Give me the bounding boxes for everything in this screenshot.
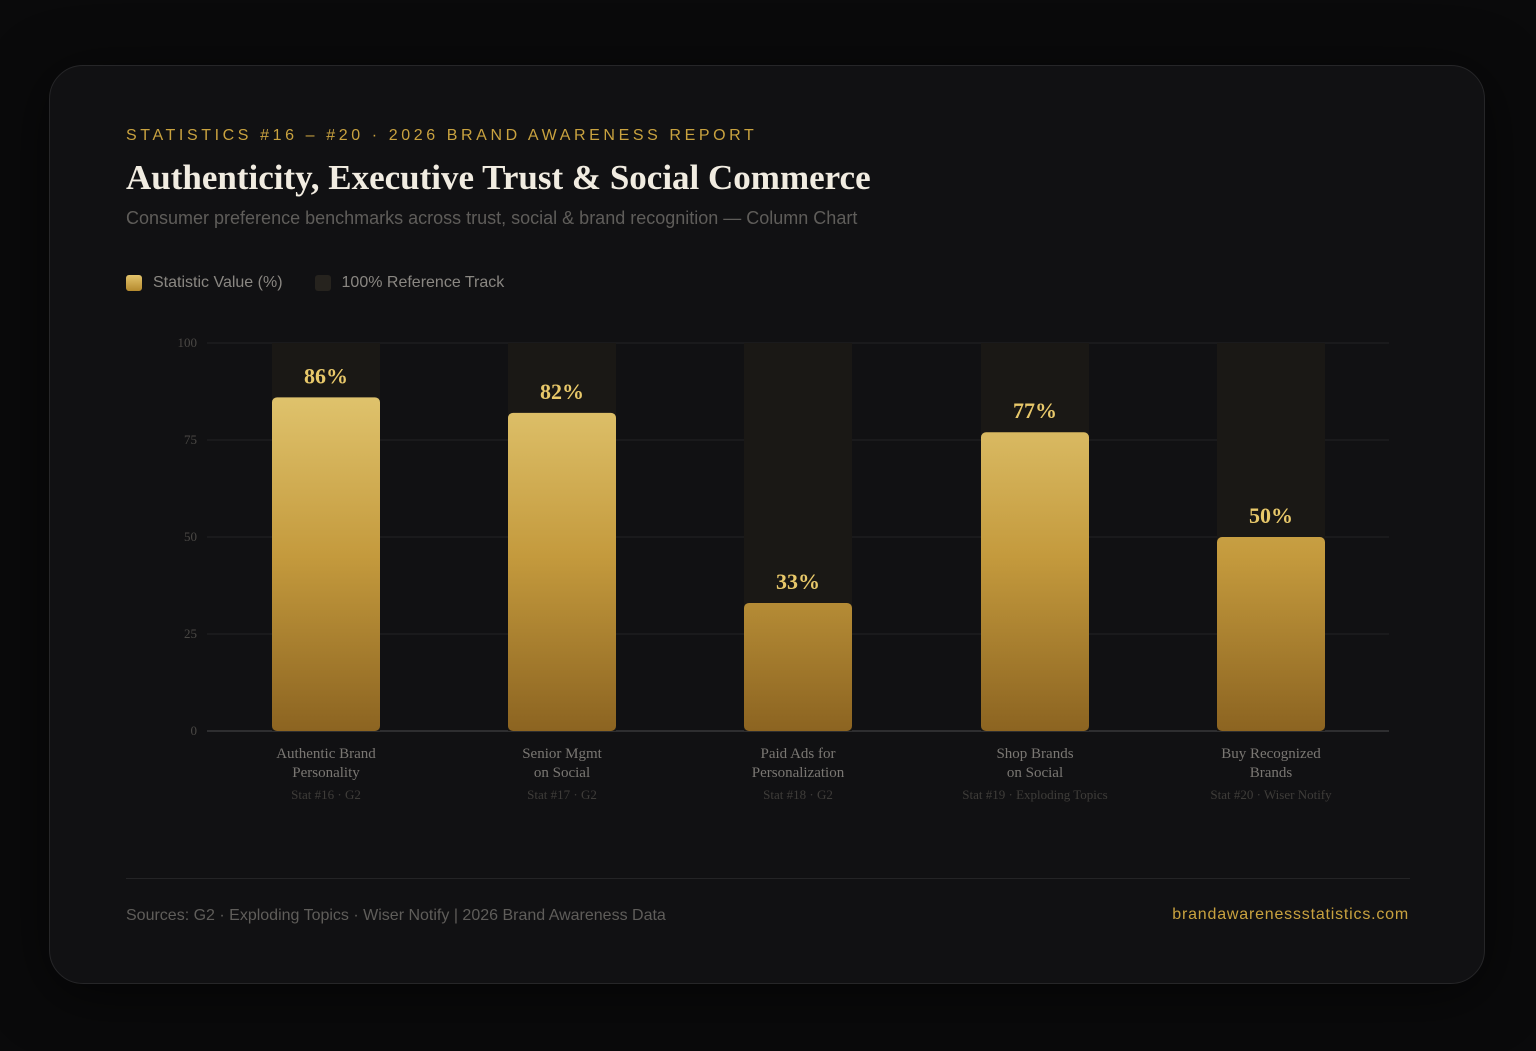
- value-label-4: 77%: [1013, 398, 1057, 423]
- category-label-1-line-2: Personality: [292, 765, 360, 781]
- report-eyebrow: STATISTICS #16 – #20 · 2026 BRAND AWAREN…: [126, 127, 758, 144]
- legend-swatch-track: [314, 275, 331, 291]
- legend-swatch-value: [126, 275, 142, 291]
- bar-4: [981, 432, 1089, 731]
- category-label-3-line-1: Paid Ads for: [761, 746, 836, 762]
- legend-label-value: Statistic Value (%): [153, 274, 283, 291]
- category-label-3-line-2: Personalization: [752, 765, 845, 781]
- category-label-2-line-1: Senior Mgmt: [522, 746, 602, 762]
- category-label-5-line-1: Buy Recognized: [1221, 746, 1321, 762]
- y-tick-label-50: 50: [184, 529, 197, 544]
- value-label-3: 33%: [776, 569, 820, 594]
- value-label-1: 86%: [304, 363, 348, 388]
- category-label-4-line-2: on Social: [1007, 765, 1063, 781]
- chart-subtitle: Consumer preference benchmarks across tr…: [126, 208, 858, 228]
- bar-3: [744, 602, 852, 731]
- y-tick-label-25: 25: [184, 626, 197, 641]
- bar-1: [272, 397, 380, 731]
- footer-site-link[interactable]: brandawarenessstatistics.com: [1172, 906, 1409, 923]
- chart-title: Authenticity, Executive Trust & Social C…: [126, 158, 871, 197]
- source-label-1: Stat #16 · G2: [291, 787, 361, 802]
- source-label-3: Stat #18 · G2: [763, 787, 833, 802]
- y-tick-label-0: 0: [191, 723, 198, 738]
- legend-item-value: Statistic Value (%): [126, 274, 283, 292]
- footer-sources: Sources: G2 · Exploding Topics · Wiser N…: [126, 907, 666, 924]
- source-label-2: Stat #17 · G2: [527, 787, 597, 802]
- bar-2: [508, 412, 616, 731]
- bar-5: [1217, 537, 1325, 731]
- value-label-5: 50%: [1249, 503, 1293, 528]
- category-label-1-line-1: Authentic Brand: [276, 746, 376, 762]
- chart-legend: Statistic Value (%) 100% Reference Track: [126, 274, 536, 292]
- category-label-5-line-2: Brands: [1250, 765, 1293, 781]
- y-tick-label-75: 75: [184, 432, 197, 447]
- value-label-2: 82%: [540, 379, 584, 404]
- source-label-5: Stat #20 · Wiser Notify: [1210, 787, 1332, 802]
- legend-label-track: 100% Reference Track: [341, 274, 505, 291]
- category-label-4-line-1: Shop Brands: [996, 746, 1073, 762]
- footer-divider: [126, 878, 1410, 879]
- category-label-2-line-2: on Social: [534, 765, 590, 781]
- source-label-4: Stat #19 · Exploding Topics: [962, 787, 1107, 802]
- y-tick-label-100: 100: [178, 335, 198, 350]
- legend-item-track: 100% Reference Track: [314, 274, 505, 292]
